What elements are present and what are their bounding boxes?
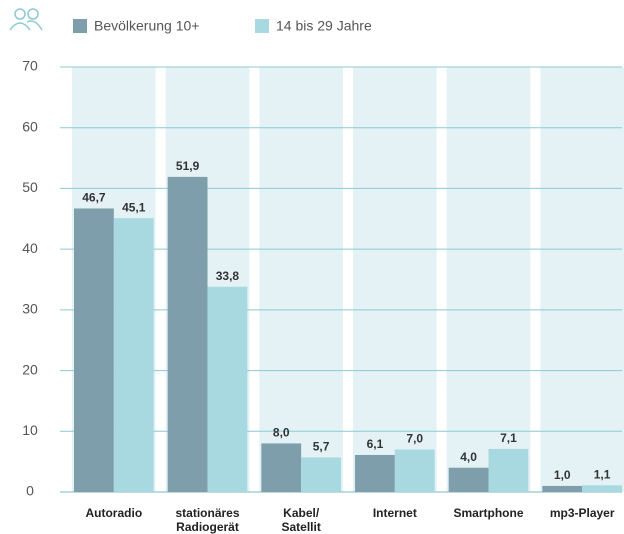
y-tick-label: 0 <box>26 483 34 499</box>
category-band <box>446 67 531 492</box>
value-label: 46,7 <box>82 191 106 205</box>
y-tick-label: 60 <box>22 118 38 134</box>
y-tick-label: 40 <box>22 240 38 256</box>
bar <box>394 449 435 492</box>
legend-swatch <box>73 19 87 33</box>
bar <box>207 286 248 492</box>
value-label: 51,9 <box>176 159 200 173</box>
y-tick-label: 50 <box>22 179 38 195</box>
x-tick-label: Smartphone <box>453 506 523 520</box>
bar <box>488 448 529 492</box>
category-band <box>353 67 437 492</box>
bar <box>301 457 341 492</box>
value-label: 6,1 <box>367 437 384 451</box>
bar <box>355 454 395 492</box>
x-tick-label: Kabel/Satellit <box>281 506 320 534</box>
value-label: 7,0 <box>406 432 423 446</box>
x-tick-label: Autoradio <box>85 506 142 520</box>
value-label: 45,1 <box>122 200 146 214</box>
y-tick-label: 20 <box>22 361 38 377</box>
bar <box>113 218 154 492</box>
legend-swatch <box>255 19 269 33</box>
category-band <box>259 67 343 492</box>
value-label: 1,0 <box>554 468 571 482</box>
value-label: 33,8 <box>216 269 240 283</box>
y-tick-label: 30 <box>22 301 38 317</box>
people-icon <box>9 8 43 31</box>
legend-label: Bevölkerung 10+ <box>94 18 199 34</box>
x-tick-label: mp3-Player <box>550 506 615 520</box>
x-tick-label: Internet <box>373 506 417 520</box>
bar <box>261 443 302 492</box>
value-label: 5,7 <box>313 440 330 454</box>
bar <box>74 208 114 492</box>
y-tick-label: 70 <box>22 58 38 74</box>
bar <box>167 176 208 492</box>
value-label: 8,0 <box>273 426 290 440</box>
value-label: 4,0 <box>460 450 477 464</box>
legend-label: 14 bis 29 Jahre <box>276 18 372 34</box>
bar <box>582 485 622 492</box>
value-label: 1,1 <box>594 467 611 481</box>
x-tick-label: stationäres Radiogerät <box>175 506 239 534</box>
value-label: 7,1 <box>500 431 517 445</box>
y-tick-label: 10 <box>22 422 38 438</box>
category-band <box>540 67 624 492</box>
bar <box>448 467 489 492</box>
bar <box>542 485 583 492</box>
